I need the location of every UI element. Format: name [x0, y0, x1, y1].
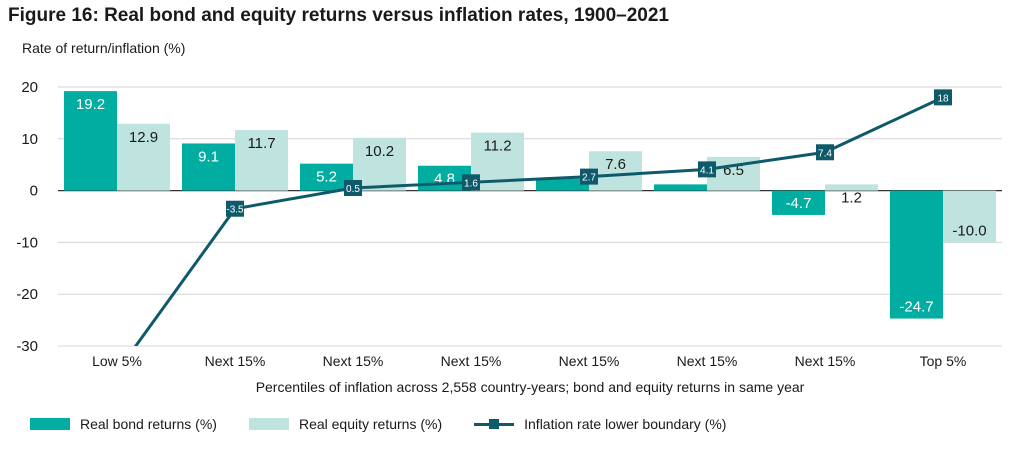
data-label-inflation: 7.4 [818, 148, 832, 159]
legend-item-bond: Real bond returns (%) [30, 416, 217, 432]
legend-label-equity: Real equity returns (%) [298, 416, 443, 432]
x-tick-label: Next 15% [205, 353, 266, 369]
legend-label-bond: Real bond returns (%) [80, 416, 217, 432]
marker-inflation [934, 89, 952, 106]
bar-equity [117, 123, 170, 191]
bar-equity [235, 129, 288, 191]
data-label-inflation: 1.6 [464, 178, 478, 189]
y-tick-label: 20 [21, 79, 38, 96]
data-label-inflation: 4.1 [700, 165, 714, 176]
y-tick-label: 10 [21, 131, 38, 148]
bar-bond [182, 143, 235, 191]
x-tick-label: Low 5% [92, 353, 142, 369]
bar-bond [890, 190, 943, 319]
x-tick-label: Next 15% [323, 353, 384, 369]
legend-swatch-equity [248, 418, 289, 430]
x-axis-label: Percentiles of inflation across 2,558 co… [256, 379, 805, 395]
data-label-equity: 10.2 [365, 143, 394, 160]
legend-swatch-bond [30, 418, 70, 430]
marker-inflation [698, 161, 716, 178]
y-tick-label: -30 [16, 338, 38, 355]
bar-bond [64, 91, 117, 191]
data-label-inflation: 2.7 [582, 173, 596, 184]
chart-title: Figure 16: Real bond and equity returns … [8, 5, 670, 26]
bar-bond [772, 190, 825, 215]
y-tick-label: -20 [16, 286, 38, 303]
marker-inflation [580, 168, 598, 185]
y-tick-label: -10 [16, 234, 38, 251]
data-label-bond: 19.2 [76, 96, 105, 113]
marker-inflation [816, 144, 834, 161]
data-label-inflation: 18 [937, 93, 949, 104]
data-label-bond: -24.7 [899, 299, 933, 316]
marker-inflation [344, 180, 362, 197]
bar-bond [536, 178, 589, 191]
data-label-equity: 11.2 [483, 138, 511, 155]
data-label-bond: -4.7 [786, 195, 812, 212]
data-label-equity: 11.7 [247, 135, 275, 152]
data-label-inflation: 0.5 [346, 184, 360, 195]
data-label-bond: 9.1 [198, 148, 219, 165]
data-label-equity: 1.2 [841, 189, 862, 206]
data-label-inflation: -3.5 [226, 205, 244, 216]
bar-equity [825, 184, 878, 191]
series-line-inflation [133, 96, 944, 346]
legend-item-equity: Real equity returns (%) [248, 416, 443, 432]
data-label-equity: 12.9 [129, 129, 158, 146]
legend-label-inflation: Inflation rate lower boundary (%) [524, 416, 727, 432]
data-label-equity: -10.0 [952, 222, 986, 239]
legend: Real bond returns (%) Real equity return… [30, 416, 758, 432]
x-tick-label: Next 15% [441, 353, 502, 369]
y-axis-label: Rate of return/inflation (%) [22, 40, 186, 56]
y-tick-label: 0 [30, 183, 38, 200]
x-tick-label: Next 15% [677, 353, 738, 369]
x-tick-label: Next 15% [559, 353, 620, 369]
x-tick-label: Next 15% [795, 353, 856, 369]
marker-inflation [226, 200, 244, 217]
bar-equity [943, 190, 996, 243]
legend-line-inflation [474, 418, 515, 430]
bar-bond [654, 184, 707, 191]
x-tick-label: Top 5% [920, 353, 967, 369]
legend-item-inflation: Inflation rate lower boundary (%) [474, 416, 726, 432]
marker-inflation [462, 174, 480, 191]
data-label-equity: 7.6 [605, 156, 626, 173]
data-label-bond: 5.2 [316, 169, 337, 186]
